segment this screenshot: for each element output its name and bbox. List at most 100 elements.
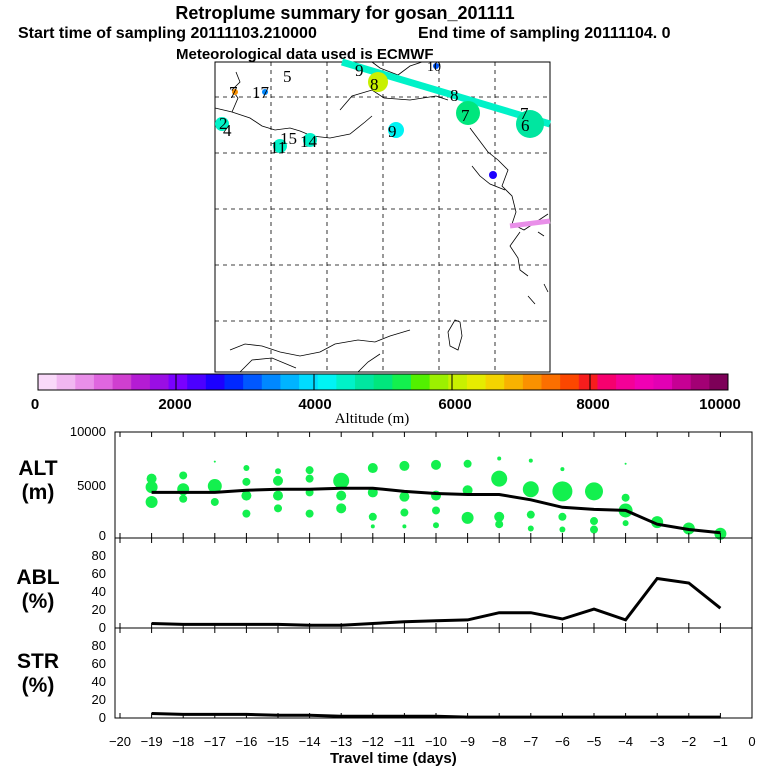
abl-line	[151, 576, 722, 627]
map-label: 8	[450, 86, 459, 105]
str-panel: 0 20 40 60 80	[92, 627, 753, 725]
alt-bubble	[305, 466, 314, 475]
abl-tick: 80	[92, 548, 106, 563]
colorbar-tick: 0	[31, 396, 39, 413]
blob-17	[262, 89, 268, 95]
x-tick-label: −18	[172, 734, 194, 749]
alt-bubble	[399, 460, 410, 471]
colorbar-cell	[634, 374, 654, 390]
map-blobs	[215, 63, 544, 179]
alt-axis-label: ALT (m)	[18, 457, 58, 504]
str-axis-label: STR (%)	[17, 650, 59, 697]
alt-bubble	[558, 512, 567, 521]
alt-bubble	[432, 506, 440, 515]
colorbar-cell	[280, 374, 300, 390]
alt-bubble	[560, 467, 565, 472]
alt-bubble	[462, 485, 473, 496]
map-label: 10	[427, 60, 441, 75]
abl-tick: 0	[99, 620, 106, 635]
map-label: 7	[520, 104, 529, 123]
colorbar-cell	[709, 374, 729, 390]
alt-bubble	[590, 525, 598, 534]
colorbar-cell	[355, 374, 375, 390]
x-tick-label: −1	[713, 734, 728, 749]
alt-bubble	[336, 490, 347, 501]
colorbar-cell	[336, 374, 356, 390]
alt-bubble	[243, 465, 250, 472]
colorbar-tick: 6000	[438, 396, 471, 413]
x-tick-label: −12	[362, 734, 384, 749]
x-tick-label: −11	[394, 734, 415, 749]
x-tick-label: −20	[109, 734, 131, 749]
abl-axis-label: ABL (%)	[16, 566, 60, 613]
colorbar-cell	[597, 374, 617, 390]
gosan-marker	[489, 171, 497, 179]
map-label: 6	[521, 116, 530, 135]
alt-bubble	[241, 490, 252, 501]
trajectory-band-low	[509, 218, 551, 229]
colorbar-cell	[429, 374, 449, 390]
abl-frame	[114, 537, 753, 629]
x-tick-label: −15	[267, 734, 289, 749]
colorbar-ticks: 0 2000 4000 6000 8000 10000	[31, 396, 741, 413]
blob-9	[388, 122, 404, 138]
alt-bubble	[370, 524, 375, 529]
x-tick-label: −13	[330, 734, 352, 749]
alt-bubble	[179, 471, 188, 480]
alt-bubble	[207, 479, 222, 494]
colorbar-cell	[56, 374, 76, 390]
alt-bubble	[622, 520, 629, 527]
str-frame	[114, 627, 753, 719]
alt-bubble	[333, 472, 350, 489]
alt-bubble	[275, 468, 281, 475]
start-time: Start time of sampling 20111103.210000	[18, 25, 317, 42]
blob-8	[368, 72, 388, 92]
map-label: 7	[461, 106, 470, 125]
colorbar-cell	[448, 374, 468, 390]
colorbar-cell	[243, 374, 263, 390]
map-label: 9	[388, 122, 397, 141]
x-axis-label: Travel time (days)	[330, 750, 457, 767]
blob-2	[215, 117, 229, 131]
alt-bubble	[526, 510, 535, 519]
alt-bubble	[305, 474, 314, 483]
alt-bubble	[621, 493, 630, 502]
colorbar-tick: 10000	[699, 396, 741, 413]
alt-bubble	[213, 460, 216, 463]
colorbar-cell	[38, 374, 58, 390]
alt-bubbles	[145, 456, 727, 540]
alt-bubble	[145, 495, 158, 508]
blob-7b	[232, 89, 238, 95]
alt-bubble	[522, 481, 539, 498]
map-label: 8	[370, 75, 379, 94]
x-tick-label: −6	[555, 734, 570, 749]
alt-bubble	[210, 497, 219, 506]
alt-median-line	[151, 486, 721, 535]
alt-panel: 0 5000 10000	[70, 424, 753, 543]
x-tick-label: −19	[141, 734, 163, 749]
map-label: 7	[229, 83, 238, 102]
blob-6	[516, 110, 544, 138]
x-tick-label: −8	[492, 734, 507, 749]
alt-bubble	[305, 509, 314, 518]
colorbar-cell	[690, 374, 710, 390]
x-tick-label: −9	[460, 734, 475, 749]
x-tick-label: −5	[587, 734, 602, 749]
abl-tick: 20	[92, 602, 106, 617]
colorbar-cell	[560, 374, 580, 390]
colorbar-cell	[112, 374, 132, 390]
colorbar-cell	[75, 374, 95, 390]
alt-bubble	[495, 520, 504, 529]
alt-tick: 5000	[77, 478, 106, 493]
alt-tick: 0	[99, 528, 106, 543]
end-time: End time of sampling 20111104. 0	[418, 25, 671, 42]
map-label: 4	[223, 121, 232, 140]
blob-10	[303, 133, 317, 147]
alt-bubble	[274, 504, 282, 513]
blob-11	[273, 139, 287, 153]
x-tick-label: −14	[299, 734, 321, 749]
str-tick: 60	[92, 656, 106, 671]
colorbar-cell	[224, 374, 244, 390]
colorbar-cell	[410, 374, 431, 390]
